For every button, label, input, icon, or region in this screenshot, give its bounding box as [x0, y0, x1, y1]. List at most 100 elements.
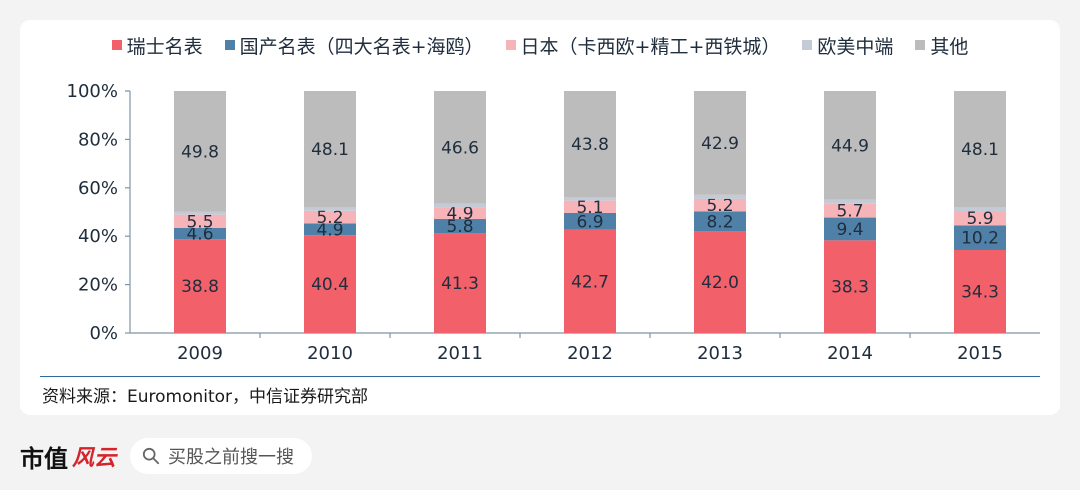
legend-item-4: 其他: [915, 32, 968, 59]
x-tick-label: 2012: [567, 343, 613, 364]
chart-legend: 瑞士名表 国产名表（四大名表+海鸥） 日本（卡西欧+精工+西铁城） 欧美中端 其他: [20, 30, 1060, 60]
bar-segment: [174, 91, 226, 212]
legend-item-1: 国产名表（四大名表+海鸥）: [224, 32, 484, 59]
bar-segment: [434, 203, 486, 208]
legend-swatch: [915, 40, 926, 50]
data-label: 34.3: [961, 282, 999, 302]
data-label: 38.3: [831, 278, 869, 298]
data-label: 5.2: [706, 196, 733, 216]
source-divider: [40, 376, 1040, 377]
bar-segment: [434, 233, 486, 333]
data-label: 5.8: [446, 217, 473, 237]
search-icon: [142, 447, 160, 465]
bar-segment: [694, 91, 746, 195]
bar-segment: [434, 91, 486, 204]
bar-segment: [304, 207, 356, 211]
bar-segment: [564, 196, 616, 201]
x-tick-label: 2014: [827, 343, 873, 364]
x-tick-label: 2013: [697, 343, 743, 364]
legend-item-2: 日本（卡西欧+精工+西铁城）: [505, 32, 781, 59]
y-tick-label: 40%: [78, 226, 118, 247]
data-label: 5.5: [186, 212, 213, 232]
legend-swatch: [802, 40, 813, 50]
bar-segment: [434, 207, 486, 220]
bar-segment: [954, 211, 1006, 226]
bar-segment: [824, 199, 876, 204]
brand-script-logo: 风云: [72, 445, 117, 471]
bar-segment: [174, 239, 226, 333]
search-placeholder: 买股之前搜一搜: [168, 447, 295, 468]
data-label: 5.9: [966, 209, 993, 229]
search-bar[interactable]: 买股之前搜一搜: [130, 438, 313, 474]
bar-segment: [954, 225, 1006, 250]
data-label: 49.8: [181, 142, 219, 162]
data-label: 42.7: [571, 272, 609, 292]
data-label: 5.2: [316, 208, 343, 228]
y-tick-label: 80%: [78, 129, 118, 150]
stacked-bar-chart: 0% 20% 40% 60% 80% 100% 38.8 4.65.5 49.8 2009 40.4…: [67, 81, 1040, 364]
brand-name: 市值: [20, 443, 68, 473]
bar-segment: [564, 200, 616, 213]
bar-segment: [694, 211, 746, 232]
bar-segment: [564, 229, 616, 333]
bar-segment: [954, 249, 1006, 333]
data-label: 48.1: [311, 140, 349, 160]
y-tick-label: 20%: [78, 275, 118, 296]
bar-segment: [304, 235, 356, 333]
data-label: 40.4: [311, 275, 349, 295]
legend-label: 欧美中端: [817, 35, 894, 58]
bar-segment: [304, 210, 356, 224]
data-label: 44.9: [831, 136, 869, 156]
data-label: 10.2: [961, 229, 999, 249]
data-label: 46.6: [441, 138, 479, 158]
bar-segment: [174, 214, 226, 228]
data-label: 5.1: [576, 198, 603, 218]
data-label: 4.6: [186, 225, 213, 245]
data-label: 8.2: [706, 212, 733, 232]
bar-segment: [564, 91, 616, 197]
data-label: 9.4: [836, 220, 863, 240]
footer: 市值 风云 买股之前搜一搜: [20, 436, 313, 476]
bar-segment: [694, 198, 746, 212]
legend-item-0: 瑞士名表: [111, 32, 203, 59]
data-label: 43.8: [571, 135, 609, 155]
bar-segment: [954, 91, 1006, 208]
bar-segment: [824, 91, 876, 200]
brand-logo[interactable]: 市值 风云: [20, 439, 116, 474]
legend-swatch: [224, 40, 235, 50]
data-label: 42.0: [701, 273, 739, 293]
bar-segment: [824, 203, 876, 218]
data-label: 41.3: [441, 274, 479, 294]
legend-item-3: 欧美中端: [802, 32, 893, 59]
x-tick-label: 2010: [307, 343, 353, 364]
data-label: 5.7: [836, 202, 863, 222]
x-tick-label: 2011: [437, 343, 483, 364]
x-tick-label: 2015: [957, 343, 1003, 364]
bar-segment: [564, 212, 616, 230]
legend-label: 日本（卡西欧+精工+西铁城）: [520, 35, 781, 58]
y-tick-label: 60%: [78, 178, 118, 199]
bar-segment: [174, 211, 226, 215]
source-note: 资料来源：Euromonitor，中信证券研究部: [42, 387, 369, 407]
data-label: 38.8: [181, 277, 219, 297]
legend-label: 瑞士名表: [126, 35, 203, 58]
data-label: 4.9: [316, 220, 343, 240]
bar-segment: [304, 91, 356, 208]
legend-swatch: [505, 40, 516, 50]
y-tick-label: 0%: [89, 323, 118, 344]
x-tick-label: 2009: [177, 343, 223, 364]
bar-segment: [694, 194, 746, 199]
bar-segment: [434, 219, 486, 234]
bar-segment: [824, 217, 876, 241]
bar-segment: [824, 240, 876, 333]
data-label: 4.9: [446, 204, 473, 224]
legend-swatch: [111, 40, 122, 50]
bar-segment: [954, 207, 1006, 212]
y-tick-label: 100%: [67, 81, 118, 102]
bar-segment: [174, 227, 226, 240]
legend-label: 其他: [930, 35, 969, 58]
bar-segment: [694, 231, 746, 333]
legend-label: 国产名表（四大名表+海鸥）: [239, 35, 484, 58]
data-label: 42.9: [701, 134, 739, 154]
data-label: 48.1: [961, 140, 999, 160]
